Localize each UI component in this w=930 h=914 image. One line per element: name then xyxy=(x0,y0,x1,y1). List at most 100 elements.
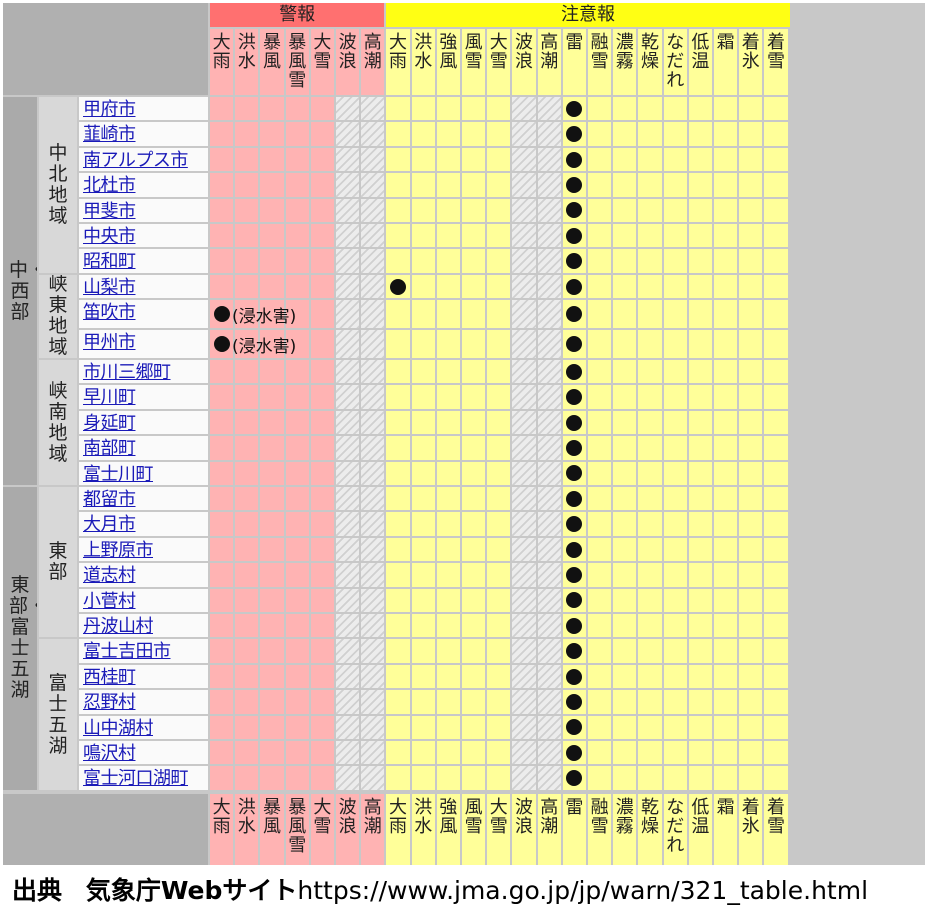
status-cell xyxy=(462,614,486,638)
status-cell xyxy=(210,588,234,612)
municipality-link[interactable]: 南アルプス市 xyxy=(83,149,188,171)
footer-col-a-12: 波浪 xyxy=(512,793,536,865)
status-cell xyxy=(764,741,788,765)
status-cell xyxy=(361,664,385,689)
status-cell xyxy=(436,410,460,435)
municipality-link[interactable]: 富士吉田市 xyxy=(83,641,171,663)
status-cell xyxy=(638,487,662,511)
status-cell xyxy=(260,360,284,384)
status-cell xyxy=(714,639,738,663)
status-cell xyxy=(386,690,410,714)
status-cell xyxy=(361,249,385,273)
header-col-w-1: 洪水 xyxy=(235,29,259,95)
credit-label: 出典 xyxy=(12,876,63,905)
municipality-link[interactable]: 笛吹市 xyxy=(83,302,136,324)
municipality-link[interactable]: 中央市 xyxy=(83,226,136,247)
status-cell xyxy=(613,537,637,562)
status-cell xyxy=(512,512,536,536)
status-cell xyxy=(285,664,309,689)
status-cell xyxy=(588,122,612,146)
status-cell xyxy=(285,690,309,714)
status-cell xyxy=(537,385,561,409)
status-cell xyxy=(386,537,410,562)
status-cell xyxy=(210,249,234,273)
status-cell xyxy=(764,360,788,384)
status-cell xyxy=(714,766,738,790)
status-cell xyxy=(462,97,486,121)
status-cell xyxy=(260,300,284,329)
municipality-link[interactable]: 韮崎市 xyxy=(83,124,136,146)
status-cell xyxy=(638,173,662,197)
status-cell xyxy=(336,122,360,146)
status-cell xyxy=(613,690,637,714)
status-cell xyxy=(462,274,486,299)
footer-col-a-8: 洪水 xyxy=(411,793,435,865)
status-cell xyxy=(235,97,259,121)
status-cell xyxy=(588,436,612,460)
status-cell xyxy=(436,147,460,172)
status-cell xyxy=(210,487,234,511)
municipality-link[interactable]: 市川三郷町 xyxy=(83,362,171,383)
status-cell xyxy=(436,639,460,663)
municipality-link[interactable]: 甲府市 xyxy=(83,99,136,120)
municipality-link[interactable]: 山梨市 xyxy=(83,276,136,298)
municipality-link[interactable]: 富士河口湖町 xyxy=(83,768,189,790)
status-cell xyxy=(588,224,612,248)
municipality-link[interactable]: 身延町 xyxy=(83,412,136,434)
status-cell xyxy=(739,690,763,714)
status-cell xyxy=(588,563,612,587)
subregion-label: 東部 xyxy=(48,540,68,584)
municipality-link[interactable]: 西桂町 xyxy=(83,666,136,688)
municipality-link[interactable]: 大月市 xyxy=(83,514,136,536)
status-cell xyxy=(235,664,259,689)
status-cell xyxy=(688,537,712,562)
status-cell xyxy=(462,715,486,739)
municipality-link[interactable]: 丹波山村 xyxy=(83,616,154,637)
municipality-link[interactable]: 昭和町 xyxy=(83,251,136,273)
subregion-0-1: 峡東地域 xyxy=(39,274,77,358)
municipality-link[interactable]: 忍野村 xyxy=(83,692,136,714)
source-credit: 出典 気象庁Webサイトhttps://www.jma.go.jp/jp/war… xyxy=(12,872,922,910)
status-cell xyxy=(210,563,234,587)
status-cell xyxy=(310,173,334,197)
status-cell xyxy=(336,173,360,197)
status-cell xyxy=(613,664,637,689)
municipality-link[interactable]: 鳴沢村 xyxy=(83,743,136,764)
status-cell xyxy=(411,330,435,358)
municipality-link[interactable]: 北杜市 xyxy=(83,175,136,197)
status-cell xyxy=(436,122,460,146)
status-cell xyxy=(411,147,435,172)
status-cell xyxy=(764,300,788,329)
column-label: 高潮 xyxy=(540,32,559,72)
municipality-link[interactable]: 富士川町 xyxy=(83,463,154,485)
status-cell xyxy=(537,274,561,299)
status-cell xyxy=(386,249,410,273)
municipality-link[interactable]: 早川町 xyxy=(83,387,136,409)
municipality-link[interactable]: 上野原市 xyxy=(83,539,154,561)
municipality-link[interactable]: 南部町 xyxy=(83,438,136,460)
column-label: 乾燥 xyxy=(640,796,659,837)
municipality-link[interactable]: 甲斐市 xyxy=(83,200,136,222)
status-cell xyxy=(436,461,460,485)
status-cell xyxy=(210,614,234,638)
status-cell xyxy=(361,147,385,172)
municipality-link[interactable]: 道志村 xyxy=(83,565,136,587)
status-cell xyxy=(764,690,788,714)
status-cell xyxy=(688,198,712,222)
status-cell xyxy=(638,224,662,248)
status-cell xyxy=(235,487,259,511)
status-cell xyxy=(235,563,259,587)
status-cell xyxy=(436,690,460,714)
municipality-link[interactable]: 小菅村 xyxy=(83,590,136,612)
status-cell xyxy=(487,436,511,460)
status-cell xyxy=(386,741,410,765)
status-cell xyxy=(714,300,738,329)
status-cell xyxy=(210,147,234,172)
column-label: 高潮 xyxy=(363,32,382,72)
status-cell xyxy=(512,147,536,172)
municipality-link[interactable]: 甲州市 xyxy=(83,332,136,354)
status-cell xyxy=(285,436,309,460)
municipality-link[interactable]: 山中湖村 xyxy=(83,717,154,739)
municipality-link[interactable]: 都留市 xyxy=(83,489,136,510)
status-cell xyxy=(210,639,234,663)
